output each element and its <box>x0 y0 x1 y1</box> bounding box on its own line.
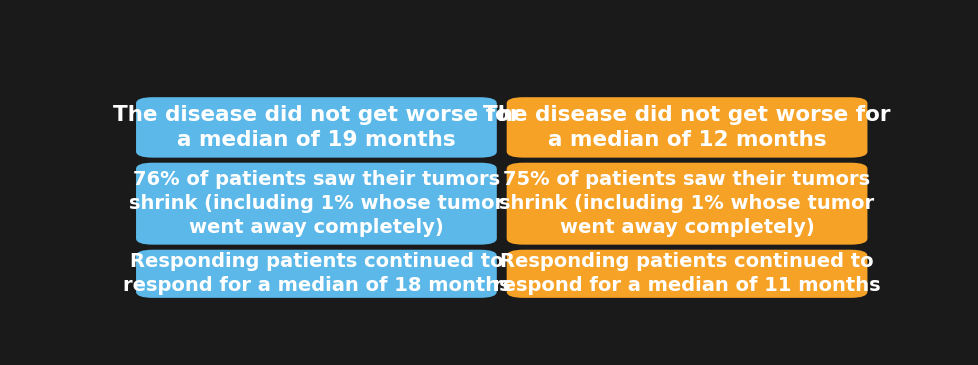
Text: The disease did not get worse for
a median of 19 months: The disease did not get worse for a medi… <box>112 105 519 150</box>
Text: The disease did not get worse for
a median of 12 months: The disease did not get worse for a medi… <box>483 105 890 150</box>
FancyBboxPatch shape <box>136 163 496 245</box>
FancyBboxPatch shape <box>507 97 867 158</box>
Text: Responding patients continued to
respond for a median of 18 months: Responding patients continued to respond… <box>122 252 510 295</box>
FancyBboxPatch shape <box>507 250 867 298</box>
FancyBboxPatch shape <box>136 97 496 158</box>
FancyBboxPatch shape <box>507 163 867 245</box>
Text: 76% of patients saw their tumors
shrink (including 1% whose tumor
went away comp: 76% of patients saw their tumors shrink … <box>129 170 504 237</box>
Text: Responding patients continued to
respond for a median of 11 months: Responding patients continued to respond… <box>493 252 880 295</box>
FancyBboxPatch shape <box>136 250 496 298</box>
Text: 75% of patients saw their tumors
shrink (including 1% whose tumor
went away comp: 75% of patients saw their tumors shrink … <box>499 170 873 237</box>
